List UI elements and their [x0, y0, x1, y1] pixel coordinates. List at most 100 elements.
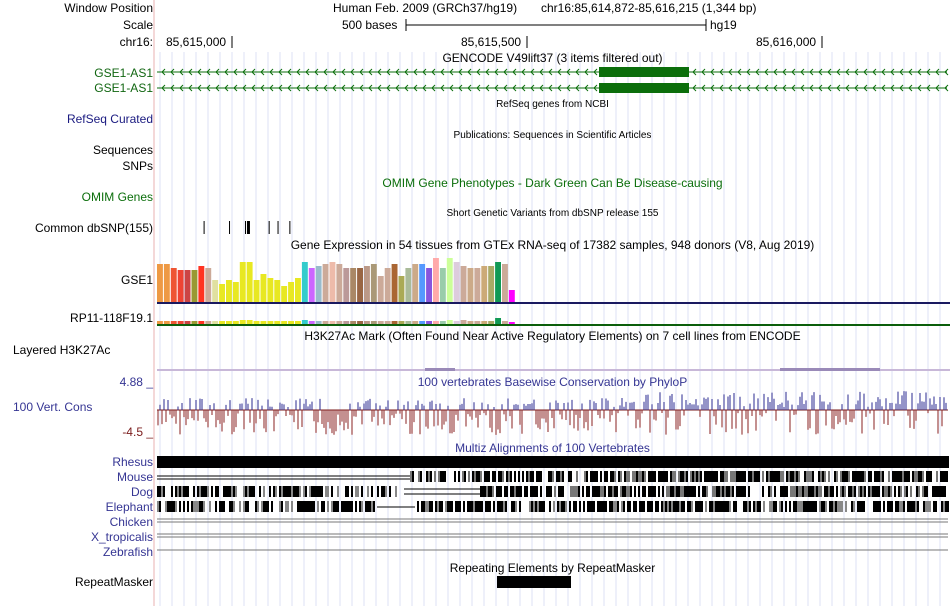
alignment-block: [858, 486, 860, 497]
species-label[interactable]: Dog: [130, 485, 153, 499]
alignment-block: [706, 486, 708, 497]
alignment-block: [742, 471, 744, 482]
gtex-bar: [405, 268, 412, 302]
alignment-block: [536, 486, 538, 497]
alignment-block: [287, 486, 289, 497]
refseq-label[interactable]: RefSeq Curated: [66, 112, 153, 126]
alignment-block: [671, 501, 673, 512]
strand-chevron: [755, 68, 760, 76]
alignment-block: [440, 471, 442, 482]
snps-label[interactable]: SNPs: [122, 159, 153, 173]
conservation-label[interactable]: 100 Vert. Cons: [13, 400, 93, 414]
alignment-block: [794, 486, 796, 497]
alignment-block: [536, 471, 538, 482]
alignment-block: [263, 501, 265, 512]
alignment-block: [541, 501, 543, 512]
strand-chevron: [242, 84, 247, 92]
alignment-block: [431, 501, 433, 512]
species-label[interactable]: Zebrafish: [102, 545, 153, 559]
gtex-gene-label[interactable]: RP11-118F19.1: [70, 311, 153, 325]
omim-label[interactable]: OMIM Genes: [81, 190, 153, 204]
alignment-block: [327, 501, 329, 512]
alignment-block: [479, 501, 481, 512]
strand-chevron: [377, 68, 382, 76]
alignment-block: [736, 471, 738, 482]
strand-chevron: [305, 68, 310, 76]
alignment-block: [700, 471, 702, 482]
alignment-block: [289, 486, 291, 497]
alignment-block: [915, 501, 917, 512]
alignment-block: [864, 486, 866, 497]
alignment-block: [807, 501, 809, 512]
gtex-bar: [198, 321, 205, 324]
alignment-block: [610, 471, 612, 482]
gencode-item[interactable]: GSE1-AS1: [94, 66, 153, 80]
gtex-bar: [350, 321, 357, 324]
alignment-block: [618, 471, 620, 482]
strand-chevron: [440, 68, 445, 76]
alignment-block: [677, 501, 679, 512]
alignment-block: [395, 486, 397, 497]
alignment-block: [586, 471, 588, 482]
alignment-block: [654, 486, 656, 497]
alignment-block: [686, 471, 688, 482]
alignment-block: [830, 486, 832, 497]
alignment-block: [608, 486, 610, 497]
gtex-bar: [295, 321, 301, 324]
gtex-bar: [508, 290, 515, 302]
alignment-block: [447, 501, 449, 512]
alignment-block: [588, 486, 590, 497]
strand-chevron: [296, 84, 301, 92]
alignment-block: [572, 486, 574, 497]
alignment-block: [321, 486, 323, 497]
species-label[interactable]: Rhesus: [112, 455, 153, 469]
alignment-block: [570, 486, 572, 497]
strand-chevron: [890, 84, 895, 92]
alignment-block: [249, 486, 251, 497]
alignment-block: [780, 471, 782, 482]
alignment-block: [484, 471, 486, 482]
strand-chevron: [206, 68, 211, 76]
strand-chevron: [494, 84, 499, 92]
alignment-block: [780, 486, 782, 497]
species-label[interactable]: Mouse: [116, 470, 153, 484]
alignment-block: [815, 501, 817, 512]
alignment-block: [193, 501, 195, 512]
alignment-block: [163, 486, 165, 497]
strand-chevron: [485, 68, 490, 76]
alignment-block: [472, 471, 474, 482]
strand-chevron: [404, 68, 409, 76]
species-label[interactable]: Elephant: [105, 500, 153, 514]
alignment-block: [615, 501, 617, 512]
sequences-label[interactable]: Sequences: [92, 143, 153, 157]
alignment-block: [687, 501, 689, 512]
alignment-block: [605, 501, 607, 512]
strand-chevron: [449, 84, 454, 92]
h3k27ac-label[interactable]: Layered H3K27Ac: [13, 343, 111, 357]
alignment-block: [199, 501, 201, 512]
dbsnp-label[interactable]: Common dbSNP(155): [34, 221, 153, 235]
species-label[interactable]: Chicken: [109, 515, 153, 529]
gtex-gene-label[interactable]: GSE1: [120, 273, 153, 287]
alignment-block: [584, 471, 586, 482]
alignment-block: [489, 501, 491, 512]
alignment-block: [697, 501, 699, 512]
strand-chevron: [251, 68, 256, 76]
alignment-block: [345, 486, 347, 497]
alignment-block: [896, 471, 898, 482]
alignment-block: [267, 501, 269, 512]
strand-chevron: [917, 84, 922, 92]
strand-chevron: [269, 84, 274, 92]
gencode-item[interactable]: GSE1-AS1: [94, 81, 153, 95]
alignment-block: [591, 501, 593, 512]
gtex-bar: [288, 321, 294, 324]
species-label[interactable]: X_tropicalis: [90, 530, 153, 544]
alignment-block: [647, 501, 649, 512]
alignment-block: [573, 501, 575, 512]
alignment-block: [475, 501, 477, 512]
h3k27ac-title: H3K27Ac Mark (Often Found Near Active Re…: [304, 329, 801, 343]
strand-chevron: [269, 68, 274, 76]
alignment-block: [713, 501, 715, 512]
repeatmasker-label[interactable]: RepeatMasker: [74, 575, 153, 589]
alignment-block: [445, 501, 447, 512]
